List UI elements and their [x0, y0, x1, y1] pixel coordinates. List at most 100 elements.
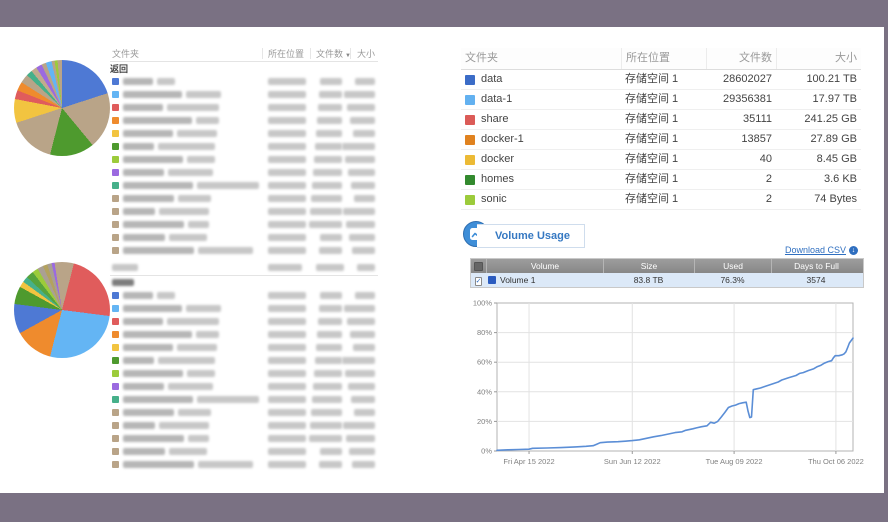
blurred-size	[347, 318, 375, 325]
blurred-location	[268, 292, 306, 299]
folder-row-blurred[interactable]	[110, 127, 378, 140]
volume-table: Volume Size Used Days to Full ✓ Volume 1 8…	[470, 258, 864, 288]
pie-chart-top	[14, 60, 110, 156]
blurred-count	[319, 91, 342, 98]
folder-row-blurred[interactable]	[110, 302, 378, 315]
folder-color-icon	[465, 134, 475, 145]
download-csv-link[interactable]: Download CSV	[784, 245, 846, 255]
col-location[interactable]: 所在位置	[621, 48, 706, 69]
blurred-location	[268, 169, 306, 176]
col-vsize[interactable]: Size	[603, 259, 694, 273]
folder-name: sonic	[481, 193, 507, 205]
blurred-folder-name	[123, 318, 219, 325]
folder-row[interactable]: docker-1 存储空间 1 13857 27.89 GB	[461, 130, 861, 150]
col-folder[interactable]: 文件夹	[465, 52, 498, 64]
blurred-header	[316, 264, 344, 271]
folder-color-icon	[112, 344, 119, 351]
blurred-folder-name	[123, 396, 259, 403]
blurred-count	[311, 195, 342, 202]
folder-color-icon	[112, 117, 119, 124]
blurred-count	[319, 305, 342, 312]
blurred-count	[315, 143, 342, 150]
blurred-location	[268, 234, 306, 241]
blurred-count	[314, 156, 342, 163]
blurred-location	[268, 143, 306, 150]
x-axis-label: Fri Apr 15 2022	[503, 457, 554, 466]
blurred-count	[320, 292, 342, 299]
blurred-location	[268, 247, 306, 254]
blurred-location	[268, 305, 306, 312]
folder-row-blurred[interactable]	[110, 205, 378, 218]
folder-row-blurred[interactable]	[110, 101, 378, 114]
folder-row-blurred[interactable]	[110, 445, 378, 458]
folder-row-blurred[interactable]	[110, 354, 378, 367]
col-count[interactable]: 文件数 ▼	[316, 49, 351, 59]
folder-row-blurred[interactable]	[110, 406, 378, 419]
blurred-size	[347, 104, 375, 111]
folder-row-blurred[interactable]	[110, 341, 378, 354]
blurred-size	[342, 143, 375, 150]
folder-row-blurred[interactable]	[110, 231, 378, 244]
folder-row-blurred[interactable]	[110, 218, 378, 231]
folder-list-top-header: 文件夹 所在位置 文件数 ▼ 大小	[110, 46, 378, 62]
folder-row-blurred[interactable]	[110, 367, 378, 380]
blurred-location	[268, 182, 306, 189]
folder-row-blurred[interactable]	[110, 419, 378, 432]
col-volume[interactable]: Volume	[486, 259, 603, 273]
folder-row-blurred[interactable]	[110, 380, 378, 393]
folder-row-blurred[interactable]	[110, 244, 378, 257]
blurred-folder-name	[123, 247, 253, 254]
col-used[interactable]: Used	[694, 259, 771, 273]
folder-row[interactable]: data-1 存储空间 1 29356381 17.97 TB	[461, 90, 861, 110]
folder-row-blurred[interactable]	[110, 75, 378, 88]
blurred-header	[357, 264, 375, 271]
folder-row-blurred[interactable]	[110, 328, 378, 341]
col-folder[interactable]: 文件夹	[112, 49, 140, 59]
blurred-location	[268, 461, 306, 468]
folder-row-blurred[interactable]	[110, 153, 378, 166]
col-size[interactable]: 大小	[776, 48, 861, 69]
blurred-location	[268, 91, 306, 98]
folder-row-blurred[interactable]	[110, 289, 378, 302]
blurred-count	[313, 383, 342, 390]
y-axis-label: 0%	[481, 447, 492, 456]
folder-row-blurred[interactable]	[110, 88, 378, 101]
col-location[interactable]: 所在位置	[268, 49, 305, 59]
blurred-location	[268, 435, 306, 442]
folder-row-blurred[interactable]	[110, 166, 378, 179]
folder-row[interactable]: share 存储空间 1 35111 241.25 GB	[461, 110, 861, 130]
folder-row[interactable]: docker 存储空间 1 40 8.45 GB	[461, 150, 861, 170]
folder-row-blurred[interactable]	[110, 393, 378, 406]
blurred-size	[348, 383, 375, 390]
blurred-count	[312, 182, 342, 189]
usage-line-series	[496, 337, 854, 452]
folder-location: 存储空间 1	[625, 173, 679, 185]
back-link-blurred[interactable]	[110, 276, 378, 289]
folder-row-blurred[interactable]	[110, 140, 378, 153]
folder-row[interactable]: homes 存储空间 1 2 3.6 KB	[461, 170, 861, 190]
blurred-location	[268, 409, 306, 416]
folder-row[interactable]: sonic 存储空间 1 2 74 Bytes	[461, 190, 861, 210]
blurred-count	[315, 357, 342, 364]
col-count[interactable]: 文件数	[706, 48, 776, 69]
folder-row-blurred[interactable]	[110, 458, 378, 471]
col-days-to-full[interactable]: Days to Full	[771, 259, 861, 273]
folder-row[interactable]: data 存储空间 1 28602027 100.21 TB	[461, 70, 861, 90]
folder-row-blurred[interactable]	[110, 179, 378, 192]
volume-checkbox[interactable]: ✓	[474, 277, 483, 286]
download-icon[interactable]: ↓	[849, 245, 858, 255]
volume-used: 76.3%	[720, 275, 745, 285]
back-link[interactable]: 返回	[110, 64, 129, 74]
volume-row[interactable]: ✓ Volume 1 83.8 TB 76.3% 3574	[471, 273, 863, 287]
folder-row-blurred[interactable]	[110, 315, 378, 328]
volume-size: 83.8 TB	[633, 275, 664, 285]
select-all-checkbox[interactable]	[471, 259, 486, 273]
folder-row-blurred[interactable]	[110, 114, 378, 127]
folder-row-blurred[interactable]	[110, 432, 378, 445]
col-size[interactable]: 大小	[356, 49, 375, 59]
folder-size: 241.25 GB	[804, 113, 857, 125]
folder-row-blurred[interactable]	[110, 192, 378, 205]
blurred-count	[319, 247, 342, 254]
blurred-size	[344, 91, 375, 98]
blurred-count	[316, 130, 342, 137]
